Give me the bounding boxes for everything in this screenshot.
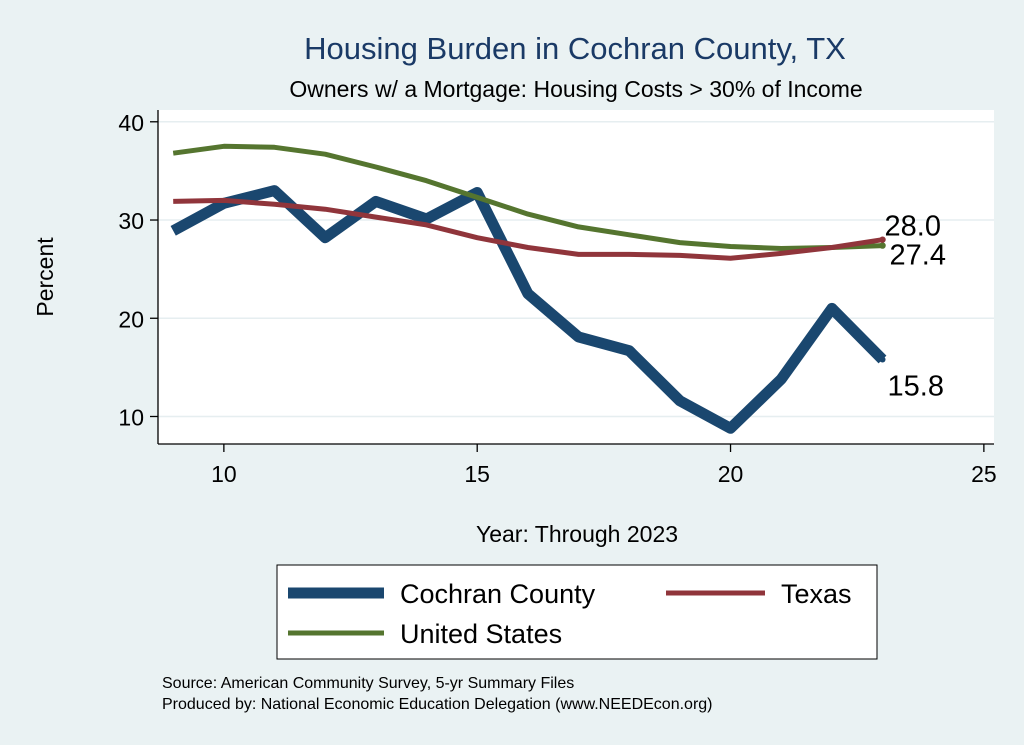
end-labels: 15.8 28.027.4 [885, 211, 946, 403]
y-tick-label-40: 40 [118, 110, 144, 136]
axes: 10 20 30 40 10 15 20 25 [118, 110, 996, 487]
source-note: Source: American Community Survey, 5-yr … [162, 675, 574, 692]
y-tick-label-20: 20 [118, 306, 144, 332]
end-point-united-states [879, 242, 886, 249]
series-line-texas [173, 197, 883, 261]
y-axis-title: Percent [32, 237, 58, 317]
grid-lines [158, 121, 994, 418]
x-axis-title: Year: Through 2023 [476, 521, 678, 547]
x-tick-label-20: 20 [718, 461, 744, 487]
end-label-texas: 28.0 [885, 211, 941, 243]
x-tick-label-25: 25 [971, 461, 997, 487]
legend-label-united-states: United States [400, 619, 562, 649]
chart-subtitle: Owners w/ a Mortgage: Housing Costs > 30… [289, 76, 862, 102]
legend-label-cochran-county: Cochran County [400, 579, 596, 609]
y-tick-label-30: 30 [118, 208, 144, 234]
producer-note: Produced by: National Economic Education… [162, 696, 713, 713]
legend-box [276, 564, 878, 660]
series-layer [170, 143, 887, 434]
y-tick-label-10: 10 [118, 404, 144, 430]
end-label-cochran-county: 15.8 [888, 371, 944, 403]
legend: Cochran County Texas United States [276, 564, 878, 660]
plot-area [158, 110, 994, 444]
x-tick-label-15: 15 [464, 461, 490, 487]
series-line-united-states [172, 143, 883, 251]
chart-title: Housing Burden in Cochran County, TX [304, 31, 846, 66]
end-point-cochran-county [879, 356, 886, 363]
x-tick-label-10: 10 [211, 461, 237, 487]
end-point-texas [879, 236, 886, 243]
end-label-united-states: 27.4 [890, 240, 946, 272]
legend-label-texas: Texas [781, 579, 852, 609]
